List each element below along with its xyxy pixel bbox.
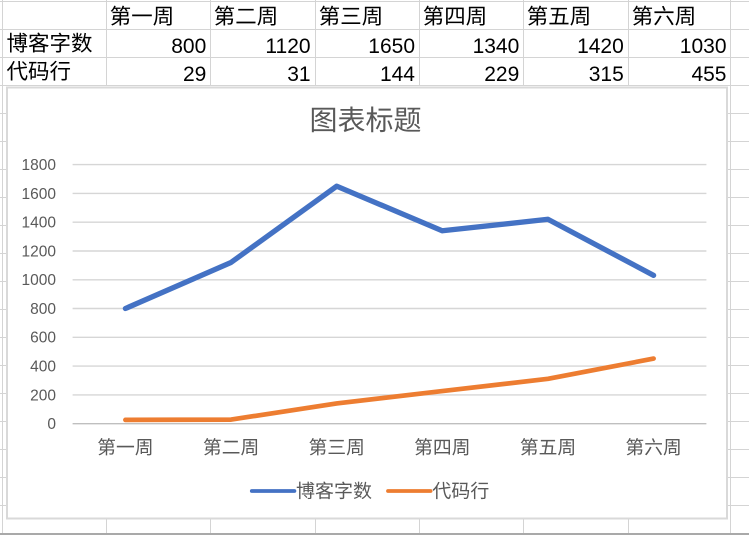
svg-text:1600: 1600 [22,186,57,203]
svg-text:1420: 1420 [577,35,624,58]
svg-text:229: 229 [484,63,519,86]
svg-text:200: 200 [30,387,56,404]
svg-text:31: 31 [287,63,310,86]
svg-text:315: 315 [589,63,624,86]
svg-text:1120: 1120 [265,35,310,58]
svg-text:1800: 1800 [22,157,57,174]
svg-text:1650: 1650 [368,35,415,58]
svg-text:600: 600 [30,330,56,347]
svg-text:0: 0 [47,416,56,433]
svg-text:144: 144 [380,63,415,86]
svg-text:1340: 1340 [473,35,520,58]
svg-text:29: 29 [183,63,206,86]
svg-text:400: 400 [30,359,56,376]
svg-text:1400: 1400 [22,215,57,232]
svg-text:800: 800 [171,35,206,58]
svg-text:1200: 1200 [22,243,57,260]
svg-text:1030: 1030 [680,35,727,58]
svg-text:1000: 1000 [22,272,57,289]
svg-text:800: 800 [30,301,56,318]
svg-text:455: 455 [691,63,726,86]
